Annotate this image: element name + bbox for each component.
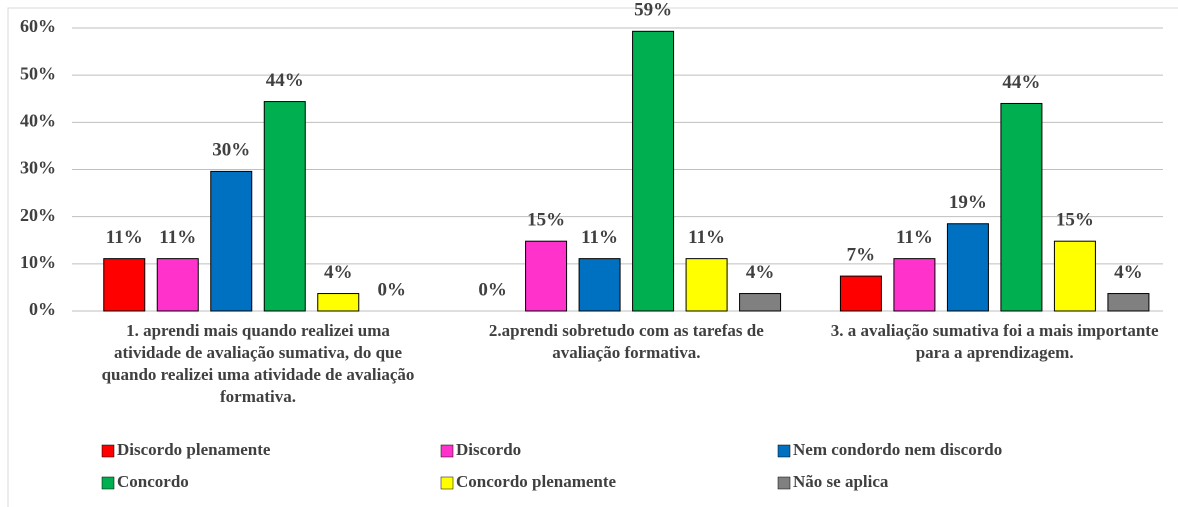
- legend-swatch: [777, 444, 791, 458]
- data-label: 0%: [378, 279, 407, 300]
- y-tick-label: 10%: [20, 252, 56, 272]
- legend-swatch: [777, 476, 791, 490]
- bar: [103, 258, 146, 312]
- bar: [210, 170, 253, 312]
- legend-label: Discordo plenamente: [117, 440, 271, 459]
- data-label: 15%: [527, 210, 565, 231]
- data-label: 7%: [847, 244, 876, 265]
- chart-frame: [7, 7, 1178, 507]
- bar: [317, 293, 360, 312]
- data-label: 11%: [896, 227, 933, 248]
- data-label: 19%: [949, 192, 987, 213]
- data-label: 30%: [212, 140, 250, 161]
- x-tick-label: 1. aprendi mais quando realizei uma ativ…: [101, 321, 415, 406]
- bar: [1000, 102, 1043, 312]
- bar: [946, 223, 989, 312]
- bar: [1107, 293, 1150, 312]
- y-tick-label: 20%: [20, 205, 56, 225]
- legend-swatch: [101, 476, 115, 490]
- data-label: 4%: [746, 262, 775, 283]
- legend-label: Concordo: [117, 472, 189, 491]
- bar: [685, 258, 728, 312]
- data-label: 59%: [634, 0, 672, 21]
- legend-label: Discordo: [456, 440, 521, 459]
- bar: [1053, 240, 1096, 312]
- bar: [578, 258, 621, 312]
- data-label: 11%: [159, 227, 196, 248]
- data-label: 4%: [1114, 262, 1143, 283]
- legend-label: Não se aplica: [793, 472, 889, 491]
- data-label: 44%: [266, 70, 304, 91]
- data-label: 4%: [324, 262, 353, 283]
- bar: [839, 275, 882, 312]
- x-tick-label: 2.aprendi sobretudo com as tarefas de av…: [488, 321, 764, 362]
- bar: [893, 258, 936, 312]
- data-label: 11%: [581, 227, 618, 248]
- bar: [525, 240, 568, 312]
- legend-label: Nem condordo nem discordo: [793, 440, 1002, 459]
- y-tick-label: 60%: [20, 16, 56, 36]
- bar: [263, 101, 306, 312]
- y-tick-label: 40%: [20, 110, 56, 130]
- legend-swatch: [440, 444, 454, 458]
- y-tick-label: 0%: [29, 299, 56, 319]
- y-tick-label: 30%: [20, 158, 56, 178]
- y-tick-label: 50%: [20, 63, 56, 83]
- bar: [156, 258, 199, 312]
- data-label: 44%: [1002, 72, 1040, 93]
- bar: [739, 293, 782, 312]
- legend-swatch: [101, 444, 115, 458]
- legend-swatch: [440, 476, 454, 490]
- legend-label: Concordo plenamente: [456, 472, 617, 491]
- data-label: 11%: [106, 227, 143, 248]
- data-label: 11%: [688, 227, 725, 248]
- data-label: 0%: [478, 279, 507, 300]
- data-label: 15%: [1056, 210, 1094, 231]
- x-tick-label: 3. a avaliação sumativa foi a mais impor…: [830, 321, 1159, 362]
- bar: [632, 30, 675, 312]
